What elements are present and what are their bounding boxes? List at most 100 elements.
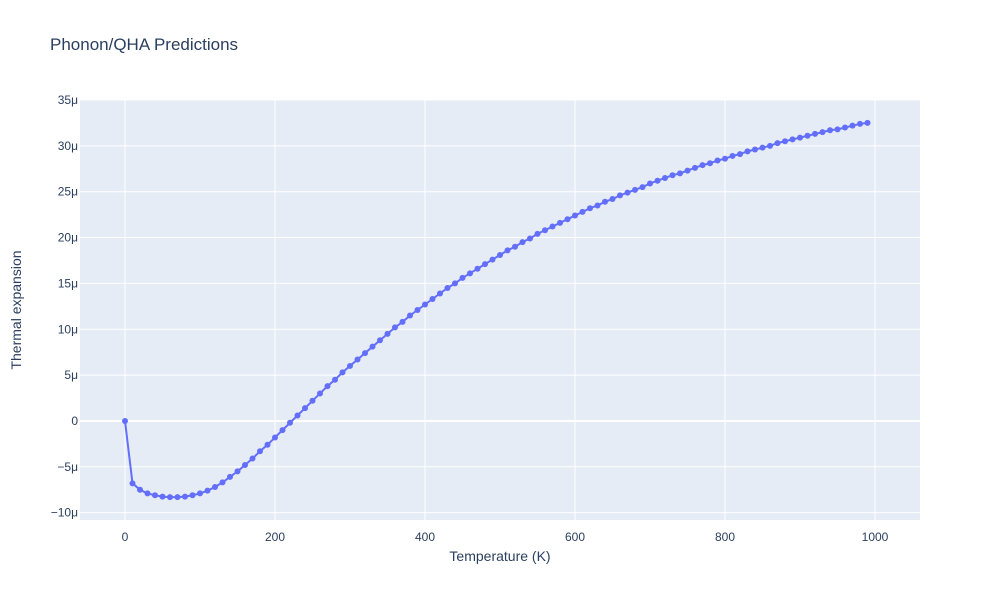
data-point[interactable] (302, 405, 308, 412)
data-point[interactable] (609, 196, 616, 203)
data-point[interactable] (242, 461, 248, 468)
data-point[interactable] (422, 301, 428, 308)
data-point[interactable] (692, 164, 698, 171)
data-point[interactable] (279, 427, 286, 434)
data-point[interactable] (407, 312, 413, 319)
data-point[interactable] (174, 494, 181, 501)
data-point[interactable] (617, 192, 623, 199)
data-point[interactable] (249, 455, 256, 462)
data-point[interactable] (129, 480, 136, 487)
data-point[interactable] (639, 184, 646, 191)
data-point[interactable] (804, 132, 811, 139)
data-point[interactable] (759, 144, 766, 151)
data-point[interactable] (797, 134, 803, 141)
data-point[interactable] (197, 490, 203, 497)
data-point[interactable] (317, 390, 323, 397)
data-point[interactable] (519, 239, 526, 246)
data-point[interactable] (767, 142, 773, 149)
data-point[interactable] (527, 235, 533, 242)
data-point[interactable] (737, 151, 743, 158)
data-point[interactable] (392, 324, 398, 331)
data-point[interactable] (324, 383, 331, 390)
data-point[interactable] (752, 146, 758, 153)
data-point[interactable] (467, 270, 473, 277)
data-point[interactable] (264, 441, 271, 448)
data-point[interactable] (542, 227, 548, 234)
data-point[interactable] (347, 362, 353, 369)
data-point[interactable] (437, 290, 443, 297)
data-point[interactable] (339, 369, 346, 376)
data-point[interactable] (152, 492, 158, 499)
data-point[interactable] (557, 219, 563, 226)
data-point[interactable] (572, 212, 578, 219)
data-point[interactable] (459, 274, 466, 281)
data-point[interactable] (362, 350, 368, 357)
data-point[interactable] (677, 170, 683, 177)
data-point[interactable] (834, 126, 841, 133)
data-point[interactable] (699, 162, 706, 169)
data-point[interactable] (294, 412, 301, 419)
data-point[interactable] (384, 330, 391, 337)
data-point[interactable] (504, 247, 511, 254)
data-point[interactable] (257, 448, 263, 455)
data-point[interactable] (512, 243, 518, 250)
data-point[interactable] (812, 130, 818, 137)
data-point[interactable] (452, 280, 458, 287)
data-point[interactable] (707, 160, 713, 167)
data-point[interactable] (632, 186, 638, 193)
data-point[interactable] (789, 136, 796, 143)
data-point[interactable] (497, 251, 503, 258)
data-point[interactable] (474, 265, 481, 272)
data-point[interactable] (219, 479, 226, 486)
data-point[interactable] (332, 376, 338, 383)
data-point[interactable] (647, 180, 653, 187)
data-point[interactable] (782, 138, 788, 145)
data-point[interactable] (137, 486, 143, 493)
data-point[interactable] (189, 492, 196, 499)
data-point[interactable] (722, 155, 728, 162)
data-point[interactable] (399, 318, 406, 325)
data-point[interactable] (549, 223, 556, 230)
data-point[interactable] (714, 157, 721, 164)
data-point[interactable] (827, 127, 833, 134)
data-point[interactable] (579, 208, 586, 215)
data-point[interactable] (377, 337, 383, 344)
data-point[interactable] (212, 483, 218, 490)
data-point[interactable] (684, 167, 691, 174)
data-point[interactable] (182, 493, 188, 500)
data-point[interactable] (864, 119, 871, 126)
data-point[interactable] (167, 494, 173, 501)
data-point[interactable] (234, 468, 241, 475)
data-point[interactable] (602, 198, 608, 205)
data-point[interactable] (729, 152, 736, 159)
data-point[interactable] (122, 417, 128, 424)
data-point[interactable] (842, 124, 848, 131)
data-point[interactable] (564, 216, 571, 223)
data-point[interactable] (482, 261, 488, 268)
data-point[interactable] (669, 172, 676, 179)
data-point[interactable] (662, 174, 668, 181)
data-point[interactable] (624, 189, 631, 196)
data-point[interactable] (594, 202, 601, 209)
data-point[interactable] (654, 177, 661, 184)
data-point[interactable] (857, 120, 863, 127)
data-point[interactable] (204, 487, 211, 494)
data-point[interactable] (309, 397, 316, 404)
data-point[interactable] (369, 343, 376, 350)
data-point[interactable] (272, 434, 278, 441)
data-point[interactable] (744, 148, 751, 155)
data-point[interactable] (354, 356, 361, 363)
data-point[interactable] (489, 256, 496, 263)
data-point[interactable] (587, 205, 593, 212)
data-point[interactable] (819, 129, 826, 136)
data-point[interactable] (414, 307, 421, 313)
data-point[interactable] (227, 473, 233, 480)
data-point[interactable] (287, 419, 293, 426)
data-point[interactable] (774, 140, 781, 147)
data-point[interactable] (144, 490, 151, 497)
data-point[interactable] (159, 493, 166, 500)
data-point[interactable] (429, 295, 436, 302)
data-point[interactable] (849, 122, 856, 129)
data-point[interactable] (444, 284, 451, 291)
data-point[interactable] (534, 230, 541, 237)
